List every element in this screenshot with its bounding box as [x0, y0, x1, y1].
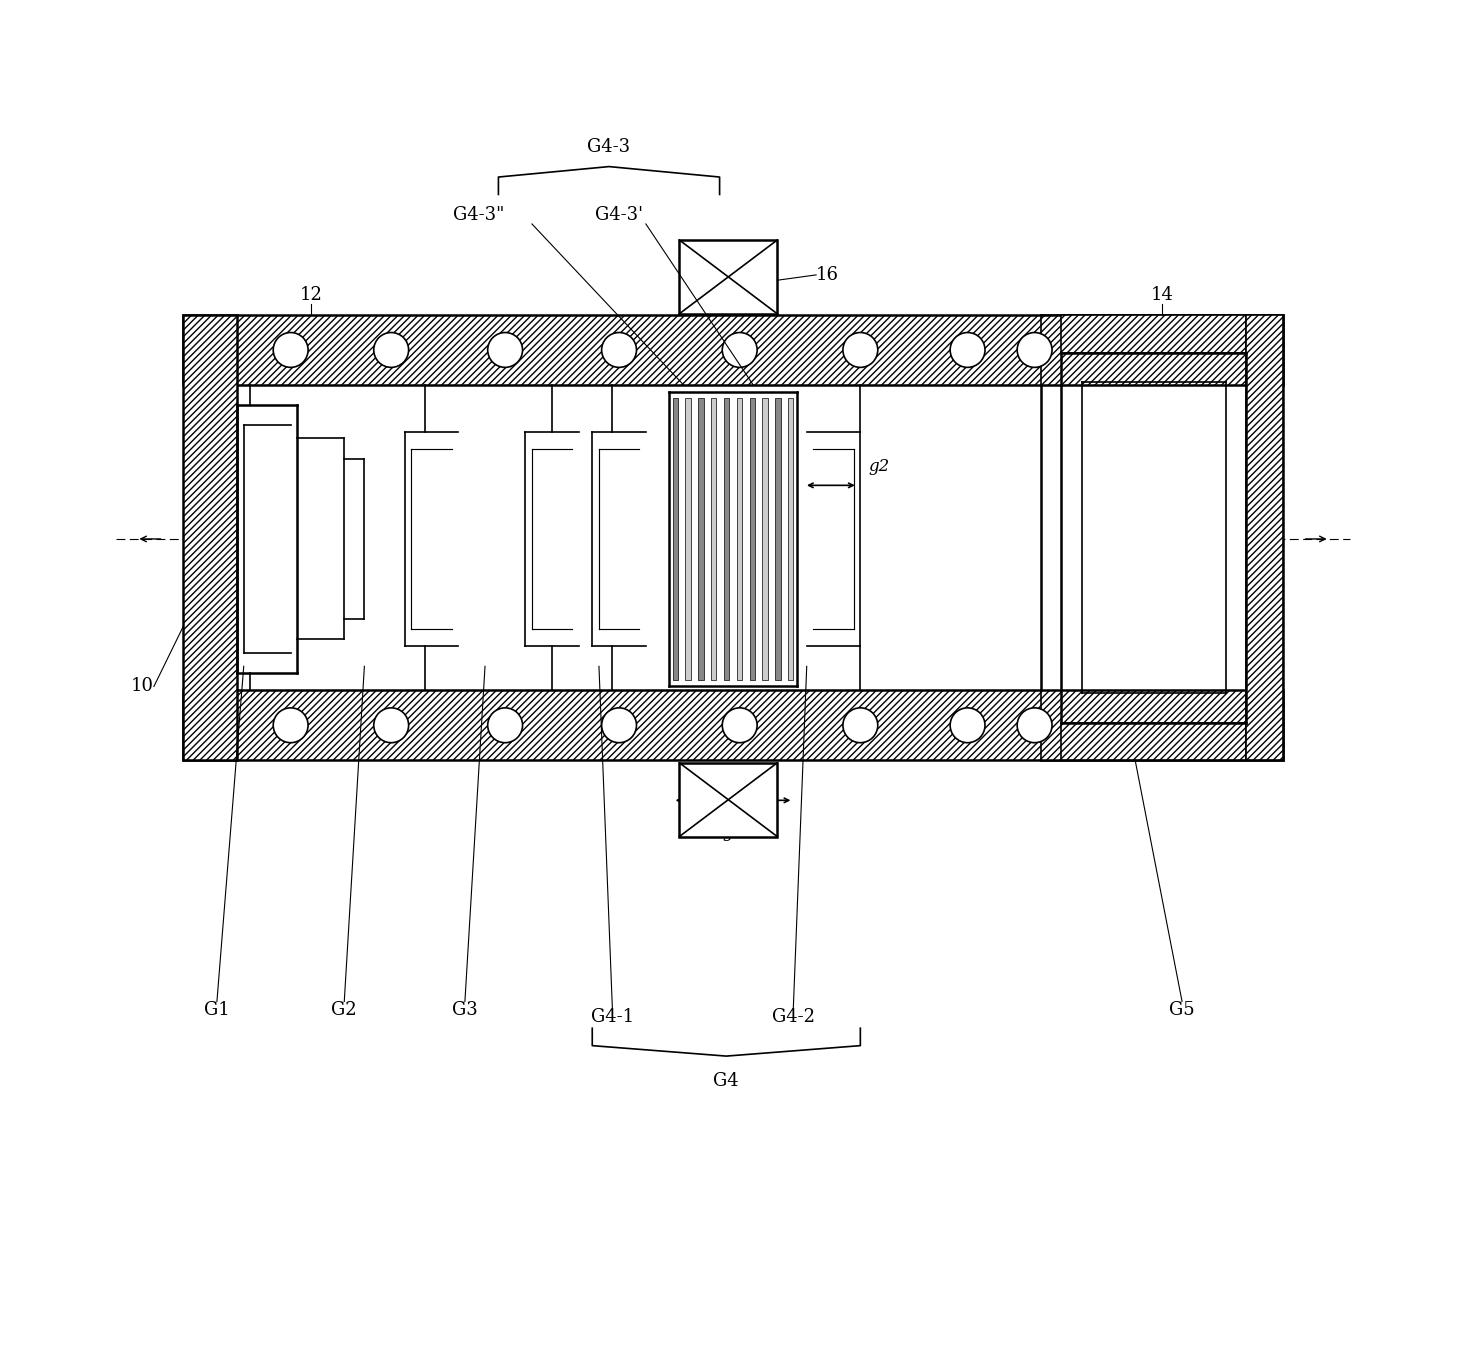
Text: G4-3: G4-3 — [588, 139, 630, 156]
Text: g2: g2 — [868, 458, 890, 475]
Bar — [749, 398, 755, 680]
Circle shape — [374, 332, 409, 367]
Circle shape — [273, 708, 308, 743]
Text: G4-2: G4-2 — [771, 1008, 815, 1026]
Bar — [776, 398, 780, 680]
Bar — [762, 398, 768, 680]
Bar — [183, 690, 1283, 760]
Bar — [1041, 315, 1283, 760]
Bar — [679, 240, 777, 314]
Circle shape — [488, 708, 522, 743]
Text: 14: 14 — [1151, 287, 1173, 304]
Text: G4-3': G4-3' — [595, 206, 644, 223]
Circle shape — [843, 332, 878, 367]
Bar — [183, 315, 237, 760]
Bar — [724, 398, 729, 680]
Text: G5: G5 — [1170, 1001, 1195, 1019]
Circle shape — [950, 332, 985, 367]
Text: g1: g1 — [723, 825, 743, 841]
Circle shape — [843, 708, 878, 743]
Bar — [686, 398, 690, 680]
Circle shape — [1017, 332, 1053, 367]
Text: G4-1: G4-1 — [591, 1008, 633, 1026]
Circle shape — [950, 708, 985, 743]
Bar — [673, 398, 679, 680]
Circle shape — [273, 332, 308, 367]
Circle shape — [601, 332, 636, 367]
Circle shape — [723, 708, 756, 743]
Text: G1: G1 — [204, 1001, 230, 1019]
Bar — [679, 763, 777, 836]
Text: 10: 10 — [130, 677, 154, 696]
Text: G2: G2 — [331, 1001, 358, 1019]
Circle shape — [488, 332, 522, 367]
Bar — [1061, 723, 1246, 760]
Text: 12: 12 — [299, 287, 323, 304]
Text: 16: 16 — [817, 267, 839, 284]
Circle shape — [723, 332, 756, 367]
Bar — [698, 398, 704, 680]
Circle shape — [1017, 708, 1053, 743]
Circle shape — [374, 708, 409, 743]
Bar — [787, 398, 793, 680]
Circle shape — [601, 708, 636, 743]
Bar — [237, 385, 1095, 690]
Bar — [737, 398, 742, 680]
Text: G4: G4 — [714, 1071, 739, 1090]
Bar — [1061, 315, 1246, 353]
Text: G3: G3 — [452, 1001, 478, 1019]
Text: G4-3": G4-3" — [453, 206, 504, 223]
Bar — [183, 315, 1283, 385]
Bar — [1246, 315, 1283, 760]
Bar — [711, 398, 717, 680]
